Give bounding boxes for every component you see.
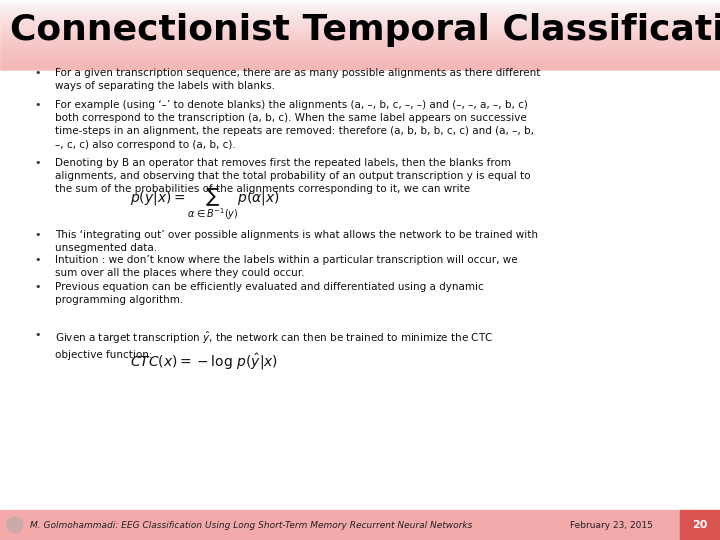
Bar [0,9,720,10]
Bar [0,11,720,12]
Bar [0,4,720,5]
Bar [0,8,720,9]
Bar [0,23,720,24]
Bar [0,55,720,56]
Text: •: • [35,330,41,340]
Bar [0,10,720,11]
Bar [0,18,720,19]
Text: •: • [35,282,41,292]
Bar [0,47,720,48]
Text: Intuition : we don’t know where the labels within a particular transcription wil: Intuition : we don’t know where the labe… [55,255,518,278]
Bar [0,43,720,44]
Text: Connectionist Temporal Classification (CTC): Connectionist Temporal Classification (C… [10,13,720,47]
Bar [0,510,680,540]
Text: •: • [35,158,41,168]
Bar [0,21,720,22]
Bar [0,31,720,32]
Bar [0,22,720,23]
Text: This ‘integrating out’ over possible alignments is what allows the network to be: This ‘integrating out’ over possible ali… [55,230,538,253]
Bar [680,510,720,540]
Bar [0,63,720,64]
Bar [0,59,720,60]
Bar [0,52,720,53]
Bar [0,48,720,49]
Bar [0,33,720,34]
Text: Previous equation can be efficiently evaluated and differentiated using a dynami: Previous equation can be efficiently eva… [55,282,484,305]
Bar [0,46,720,47]
Bar [0,61,720,62]
Bar [0,27,720,28]
Text: For a given transcription sequence, there are as many possible alignments as the: For a given transcription sequence, ther… [55,68,541,91]
Circle shape [7,517,23,533]
Bar [0,60,720,61]
Bar [0,57,720,58]
Bar [0,6,720,7]
Bar [0,50,720,51]
Bar [0,29,720,30]
Text: •: • [35,255,41,265]
Bar [0,5,720,6]
Bar [0,7,720,8]
Bar [0,13,720,14]
Bar [0,16,720,17]
Text: •: • [35,230,41,240]
Bar [0,32,720,33]
Text: $p(y|x) = \sum_{\alpha \in B^{-1}(y)} p(\alpha|x)$: $p(y|x) = \sum_{\alpha \in B^{-1}(y)} p(… [130,187,280,222]
Bar [0,30,720,31]
Bar [0,34,720,35]
Text: •: • [35,68,41,78]
Text: Denoting by B an operator that removes first the repeated labels, then the blank: Denoting by B an operator that removes f… [55,158,531,194]
Text: M. Golmohammadi: EEG Classification Using Long Short-Term Memory Recurrent Neura: M. Golmohammadi: EEG Classification Usin… [30,521,472,530]
Bar [0,19,720,20]
Bar [0,68,720,69]
Bar [0,39,720,40]
Bar [0,64,720,65]
Bar [0,24,720,25]
Bar [0,37,720,38]
Bar [0,17,720,18]
Text: Given a target transcription $\hat{y}$, the network can then be trained to minim: Given a target transcription $\hat{y}$, … [55,330,493,360]
Bar [0,38,720,39]
Bar [0,25,720,26]
Bar [0,42,720,43]
Text: $CTC(x) = -\log\, p(\hat{y}|x)$: $CTC(x) = -\log\, p(\hat{y}|x)$ [130,352,278,372]
Bar [0,20,720,21]
Bar [0,51,720,52]
Bar [0,49,720,50]
Text: •: • [35,100,41,110]
Bar [0,66,720,67]
Bar [0,62,720,63]
Bar [0,12,720,13]
Text: For example (using ‘–’ to denote blanks) the alignments (a, –, b, c, –, –) and (: For example (using ‘–’ to denote blanks)… [55,100,534,150]
Bar [0,56,720,57]
Bar [0,26,720,27]
Bar [0,54,720,55]
Bar [0,40,720,41]
Text: February 23, 2015: February 23, 2015 [570,521,653,530]
Bar [0,1,720,2]
Bar [0,14,720,15]
Bar [0,44,720,45]
Bar [0,58,720,59]
Bar [0,41,720,42]
Bar [0,65,720,66]
Bar [0,15,720,16]
Bar [0,53,720,54]
Bar [0,2,720,3]
Bar [0,69,720,70]
Bar [0,28,720,29]
Bar [0,67,720,68]
Text: 20: 20 [693,520,708,530]
Bar [0,3,720,4]
Bar [0,45,720,46]
Bar [0,0,720,1]
Bar [0,36,720,37]
Bar [0,35,720,36]
